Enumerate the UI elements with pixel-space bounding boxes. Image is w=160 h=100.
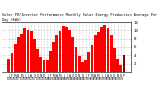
Bar	[8, 59, 10, 72]
Bar	[30, 31, 33, 72]
Bar	[78, 56, 80, 72]
Bar	[100, 27, 103, 72]
Bar	[14, 44, 17, 72]
Bar	[46, 60, 49, 72]
Bar	[49, 51, 52, 72]
Text: Solar PV/Inverter Performance Monthly Solar Energy Production Average Per Day (K: Solar PV/Inverter Performance Monthly So…	[2, 13, 157, 22]
Bar	[91, 45, 93, 72]
Bar	[43, 60, 45, 72]
Bar	[27, 30, 29, 72]
Bar	[87, 52, 90, 72]
Bar	[110, 35, 112, 72]
Bar	[59, 31, 61, 72]
Bar	[103, 25, 106, 72]
Bar	[65, 27, 68, 72]
Bar	[17, 37, 20, 72]
Bar	[56, 34, 58, 72]
Bar	[119, 64, 122, 72]
Bar	[84, 60, 87, 72]
Bar	[113, 48, 116, 72]
Bar	[81, 62, 84, 72]
Bar	[36, 49, 39, 72]
Bar	[20, 34, 23, 72]
Bar	[71, 37, 74, 72]
Bar	[40, 57, 42, 72]
Bar	[116, 59, 119, 72]
Bar	[123, 55, 125, 72]
Bar	[52, 42, 55, 72]
Bar	[68, 30, 71, 72]
Bar	[97, 32, 100, 72]
Bar	[75, 47, 77, 72]
Bar	[24, 28, 26, 72]
Bar	[107, 28, 109, 72]
Bar	[94, 35, 96, 72]
Bar	[11, 53, 13, 72]
Bar	[62, 26, 65, 72]
Bar	[33, 39, 36, 72]
